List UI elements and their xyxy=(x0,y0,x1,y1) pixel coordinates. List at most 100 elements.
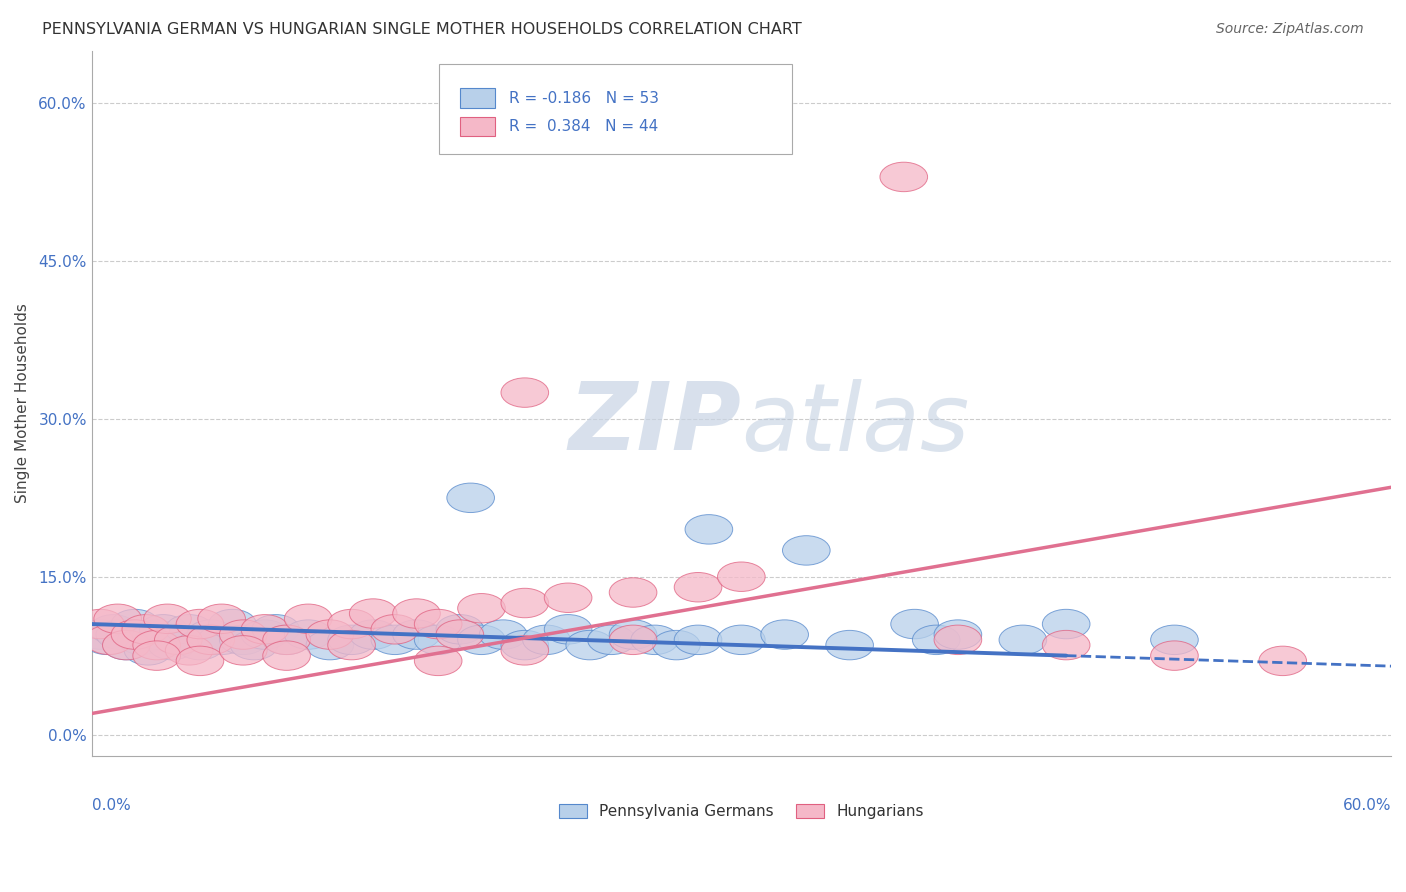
Ellipse shape xyxy=(132,640,180,671)
Ellipse shape xyxy=(187,625,235,655)
Ellipse shape xyxy=(392,620,440,649)
Ellipse shape xyxy=(1150,640,1198,671)
Ellipse shape xyxy=(1042,609,1090,639)
Ellipse shape xyxy=(219,625,267,655)
Ellipse shape xyxy=(76,609,124,639)
Ellipse shape xyxy=(166,636,212,665)
Ellipse shape xyxy=(118,625,166,655)
Ellipse shape xyxy=(567,631,613,660)
Ellipse shape xyxy=(880,162,928,192)
Text: PENNSYLVANIA GERMAN VS HUNGARIAN SINGLE MOTHER HOUSEHOLDS CORRELATION CHART: PENNSYLVANIA GERMAN VS HUNGARIAN SINGLE … xyxy=(42,22,801,37)
Ellipse shape xyxy=(523,625,571,655)
Ellipse shape xyxy=(231,631,278,660)
Ellipse shape xyxy=(263,640,311,671)
Ellipse shape xyxy=(349,599,396,628)
Ellipse shape xyxy=(934,620,981,649)
Ellipse shape xyxy=(652,631,700,660)
Ellipse shape xyxy=(198,604,246,633)
Ellipse shape xyxy=(1000,625,1046,655)
Ellipse shape xyxy=(103,631,150,660)
Ellipse shape xyxy=(501,589,548,618)
Ellipse shape xyxy=(501,378,548,408)
Ellipse shape xyxy=(176,646,224,675)
Ellipse shape xyxy=(436,615,484,644)
Ellipse shape xyxy=(124,636,172,665)
Ellipse shape xyxy=(166,615,212,644)
Ellipse shape xyxy=(90,615,138,644)
Ellipse shape xyxy=(111,620,159,649)
Ellipse shape xyxy=(392,599,440,628)
Ellipse shape xyxy=(1150,625,1198,655)
Ellipse shape xyxy=(1258,646,1306,675)
Ellipse shape xyxy=(501,636,548,665)
Ellipse shape xyxy=(415,625,463,655)
Text: R = -0.186   N = 53: R = -0.186 N = 53 xyxy=(509,91,659,105)
Ellipse shape xyxy=(94,604,142,633)
Text: 60.0%: 60.0% xyxy=(1343,797,1391,813)
Ellipse shape xyxy=(415,646,463,675)
Ellipse shape xyxy=(328,631,375,660)
Ellipse shape xyxy=(198,625,246,655)
Ellipse shape xyxy=(783,536,830,566)
Ellipse shape xyxy=(263,625,311,655)
Ellipse shape xyxy=(349,620,396,649)
Ellipse shape xyxy=(912,625,960,655)
Ellipse shape xyxy=(103,631,150,660)
Ellipse shape xyxy=(307,631,354,660)
Ellipse shape xyxy=(415,609,463,639)
Ellipse shape xyxy=(187,620,235,649)
Ellipse shape xyxy=(544,615,592,644)
Ellipse shape xyxy=(240,620,288,649)
Ellipse shape xyxy=(717,625,765,655)
Ellipse shape xyxy=(219,620,267,649)
Ellipse shape xyxy=(176,631,224,660)
Ellipse shape xyxy=(139,615,187,644)
Ellipse shape xyxy=(155,625,202,655)
Ellipse shape xyxy=(143,604,191,633)
Text: R =  0.384   N = 44: R = 0.384 N = 44 xyxy=(509,120,658,134)
Ellipse shape xyxy=(307,620,354,649)
Ellipse shape xyxy=(436,620,484,649)
Ellipse shape xyxy=(544,583,592,613)
Text: 0.0%: 0.0% xyxy=(91,797,131,813)
Ellipse shape xyxy=(122,615,170,644)
Ellipse shape xyxy=(675,573,721,602)
Ellipse shape xyxy=(263,625,311,655)
Ellipse shape xyxy=(219,636,267,665)
Ellipse shape xyxy=(328,609,375,639)
Ellipse shape xyxy=(631,625,679,655)
Ellipse shape xyxy=(328,625,375,655)
Ellipse shape xyxy=(675,625,721,655)
Legend: Pennsylvania Germans, Hungarians: Pennsylvania Germans, Hungarians xyxy=(553,798,929,825)
Ellipse shape xyxy=(371,615,419,644)
Ellipse shape xyxy=(609,578,657,607)
Ellipse shape xyxy=(155,625,202,655)
Ellipse shape xyxy=(891,609,938,639)
Ellipse shape xyxy=(825,631,873,660)
Ellipse shape xyxy=(76,620,124,649)
Ellipse shape xyxy=(148,631,195,660)
Ellipse shape xyxy=(479,620,527,649)
Ellipse shape xyxy=(609,625,657,655)
Ellipse shape xyxy=(111,609,159,639)
Ellipse shape xyxy=(458,593,505,623)
Ellipse shape xyxy=(252,615,299,644)
Y-axis label: Single Mother Households: Single Mother Households xyxy=(15,303,30,503)
Ellipse shape xyxy=(588,625,636,655)
Ellipse shape xyxy=(501,631,548,660)
Ellipse shape xyxy=(447,483,495,513)
Ellipse shape xyxy=(934,625,981,655)
Ellipse shape xyxy=(240,615,288,644)
Text: atlas: atlas xyxy=(741,379,970,470)
Ellipse shape xyxy=(458,625,505,655)
Ellipse shape xyxy=(176,609,224,639)
Ellipse shape xyxy=(761,620,808,649)
Ellipse shape xyxy=(609,620,657,649)
Ellipse shape xyxy=(717,562,765,591)
Ellipse shape xyxy=(371,625,419,655)
Text: Source: ZipAtlas.com: Source: ZipAtlas.com xyxy=(1216,22,1364,37)
Ellipse shape xyxy=(132,631,180,660)
Ellipse shape xyxy=(284,620,332,649)
Ellipse shape xyxy=(96,620,143,649)
Ellipse shape xyxy=(83,625,131,655)
